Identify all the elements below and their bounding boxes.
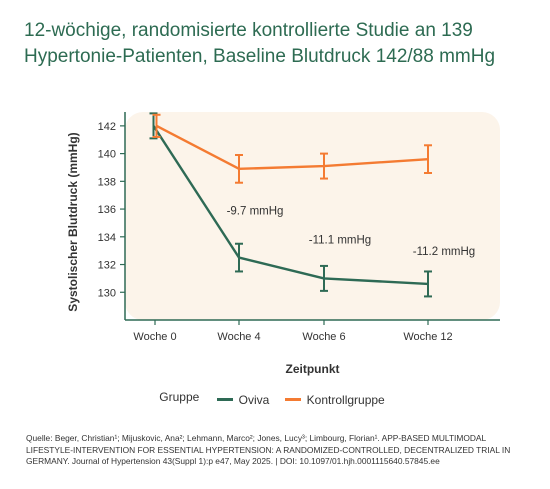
x-tick-label: Woche 12 (403, 331, 452, 343)
legend-swatch-kontrollgruppe (284, 398, 301, 401)
source-citation: Quelle: Beger, Christian¹; Mijuskovic, A… (26, 433, 511, 466)
y-tick-label: 136 (98, 204, 116, 216)
plot-background (125, 112, 500, 320)
y-tick-label: 134 (98, 232, 116, 244)
y-tick-label: 130 (98, 287, 116, 299)
x-tick-label: Woche 4 (217, 331, 260, 343)
annotation-label: -11.1 mmHg (309, 235, 371, 247)
series-line-oviva (152, 125, 429, 286)
legend: Gruppe Oviva Kontrollgruppe (0, 390, 550, 407)
annotation-label: -11.2 mmHg (413, 246, 475, 258)
x-axis-title: Zeitpunkt (286, 362, 340, 376)
y-tick-label: 138 (98, 176, 116, 188)
chart-title: 12-wöchige, randomisierte kontrollierte … (24, 20, 496, 67)
legend-item-oviva: Oviva (216, 392, 270, 407)
annotation-label: -9.7 mmHg (227, 206, 284, 218)
y-tick-label: 142 (98, 121, 116, 133)
legend-title: Gruppe (159, 390, 200, 404)
series-line-kontrollgruppe (155, 124, 429, 171)
y-tick-label: 140 (98, 149, 116, 161)
x-tick-label: Woche 0 (133, 331, 176, 343)
legend-swatch-oviva (216, 398, 233, 401)
legend-label-oviva: Oviva (238, 392, 270, 407)
x-tick-label: Woche 6 (302, 331, 345, 343)
legend-label-kontrollgruppe: Kontrollgruppe (306, 392, 385, 407)
legend-item-kontrollgruppe: Kontrollgruppe (284, 392, 385, 407)
y-tick-label: 132 (98, 260, 116, 272)
y-axis-title: Systolischer Blutdruck (mmHg) (66, 132, 80, 311)
